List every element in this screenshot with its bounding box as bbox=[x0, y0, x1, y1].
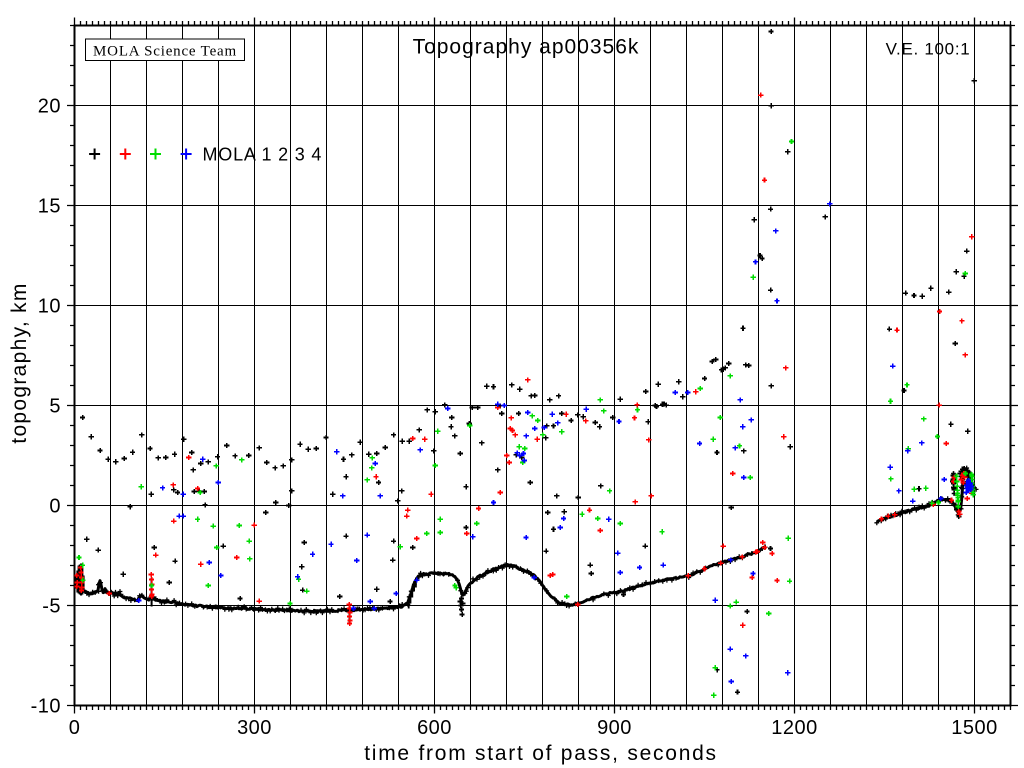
svg-text:0: 0 bbox=[69, 717, 81, 739]
svg-text:time from start of pass, secon: time from start of pass, seconds bbox=[364, 742, 718, 765]
svg-text:1200: 1200 bbox=[771, 717, 818, 739]
svg-text:MOLA Science Team: MOLA Science Team bbox=[93, 44, 237, 60]
svg-text:5: 5 bbox=[49, 396, 61, 418]
svg-text:Topography ap00356k: Topography ap00356k bbox=[413, 36, 640, 59]
svg-text:0: 0 bbox=[49, 496, 61, 518]
svg-text:-5: -5 bbox=[42, 596, 61, 618]
svg-text:900: 900 bbox=[597, 717, 632, 739]
svg-text:MOLA 1 2 3 4: MOLA 1 2 3 4 bbox=[203, 145, 323, 165]
svg-text:300: 300 bbox=[237, 717, 272, 739]
svg-text:-10: -10 bbox=[31, 696, 61, 718]
svg-text:topography, km: topography, km bbox=[8, 282, 31, 443]
svg-text:V.E. 100:1: V.E. 100:1 bbox=[886, 40, 971, 59]
svg-text:10: 10 bbox=[38, 296, 61, 318]
svg-text:1500: 1500 bbox=[951, 717, 998, 739]
svg-text:600: 600 bbox=[417, 717, 452, 739]
svg-text:15: 15 bbox=[38, 196, 61, 218]
svg-text:20: 20 bbox=[38, 96, 61, 118]
